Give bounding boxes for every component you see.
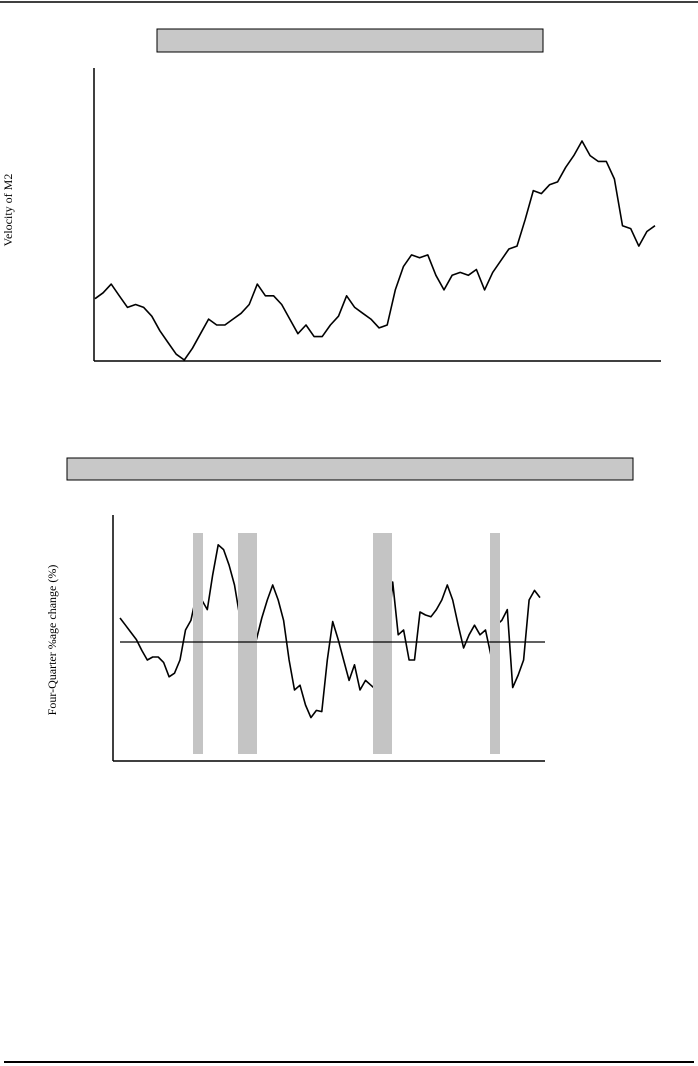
data-line	[94, 140, 656, 361]
recession-band	[238, 533, 257, 754]
data-line	[119, 544, 541, 719]
title-box	[66, 457, 634, 481]
recession-band	[193, 533, 203, 754]
recession-band	[373, 533, 392, 754]
y-axis-label: Four-Quarter %age change (%)	[45, 565, 59, 716]
title-box	[156, 28, 544, 53]
plot	[94, 140, 656, 361]
plot	[119, 544, 541, 719]
y-axis-label: Velocity of M2	[1, 174, 15, 247]
recession-band	[490, 533, 500, 754]
